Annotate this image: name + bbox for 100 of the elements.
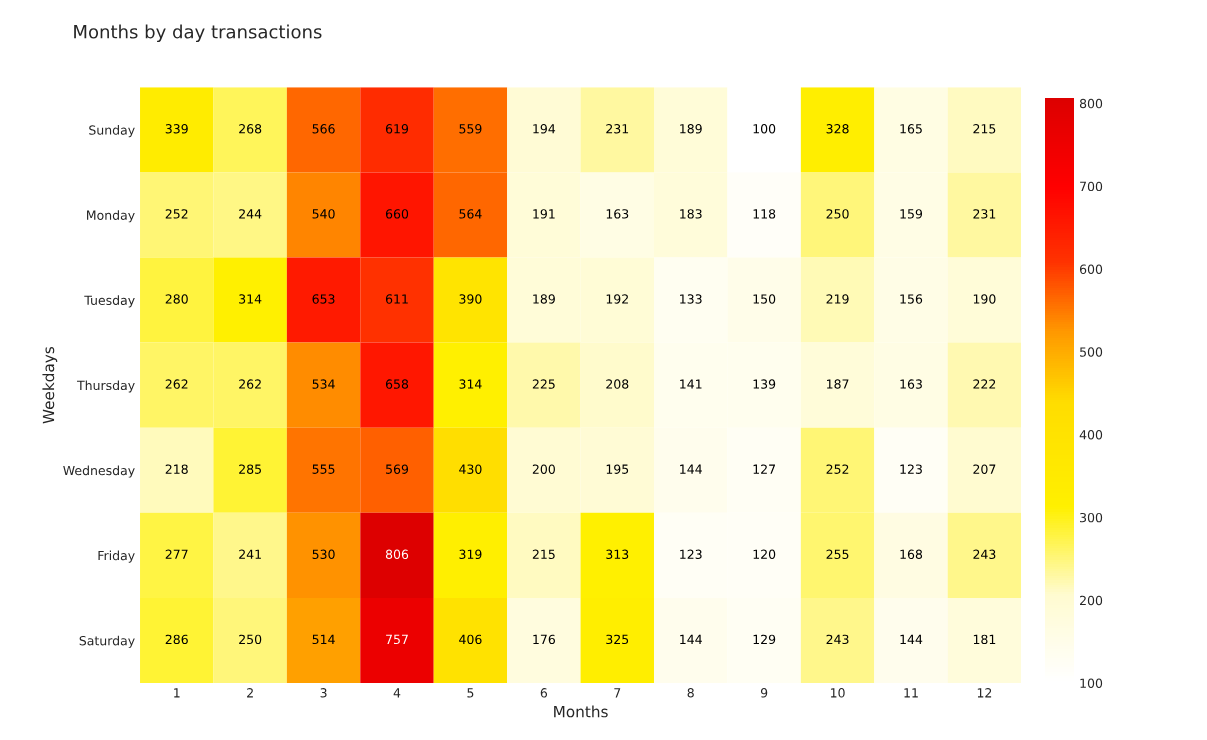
data-label: 144	[900, 634, 923, 644]
color-bar-label: 300	[1080, 512, 1103, 523]
data-label: 430	[459, 464, 482, 474]
data-label: 123	[900, 464, 922, 474]
data-label: 314	[459, 379, 482, 389]
data-label: 194	[533, 124, 556, 134]
data-label: 262	[239, 379, 261, 389]
data-label: 757	[386, 634, 408, 645]
data-label: 127	[753, 464, 775, 474]
data-label: 564	[459, 209, 482, 219]
data-label: 262	[165, 379, 188, 389]
y-tick-label: Sunday	[89, 125, 135, 138]
y-tick-label: Thursday	[76, 380, 135, 393]
data-label: 286	[165, 634, 188, 645]
data-label: 319	[459, 549, 482, 559]
color-bar-label: 400	[1079, 430, 1103, 440]
data-label: 163	[900, 379, 922, 389]
data-label: 183	[680, 209, 702, 219]
data-label: 231	[973, 209, 996, 219]
data-label: 190	[973, 294, 996, 304]
data-label: 619	[385, 124, 409, 134]
data-label: 129	[753, 634, 776, 645]
x-tick-label: 3	[320, 688, 327, 698]
x-tick-label: 7	[614, 688, 621, 698]
x-axis-title: Months	[554, 705, 608, 718]
data-label: 658	[385, 379, 409, 389]
data-label: 611	[385, 294, 408, 304]
chart-title: Months by day transactions	[74, 24, 322, 43]
data-label: 189	[680, 124, 702, 134]
data-label: 390	[459, 294, 482, 304]
data-label: 244	[239, 209, 262, 219]
data-label: 176	[533, 634, 555, 645]
x-tick-label: 6	[540, 688, 548, 698]
color-bar-label: 800	[1079, 98, 1103, 109]
x-tick-label: 11	[904, 688, 918, 698]
x-tick-label: 10	[830, 688, 845, 698]
data-label: 806	[385, 549, 409, 559]
data-label: 181	[973, 634, 996, 645]
y-tick-label: Saturday	[79, 635, 135, 648]
y-tick-label: Tuesday	[84, 295, 135, 308]
data-label: 141	[680, 379, 702, 389]
data-label: 207	[973, 464, 996, 474]
data-label: 325	[606, 634, 629, 645]
data-label: 252	[165, 209, 188, 219]
data-label: 156	[900, 294, 923, 304]
data-label: 118	[753, 209, 776, 219]
data-label: 218	[165, 464, 188, 474]
data-label: 165	[900, 124, 922, 134]
y-tick-label: Friday	[98, 550, 135, 563]
data-label: 530	[312, 549, 335, 559]
color-bar-label: 700	[1080, 181, 1103, 192]
data-label: 100	[753, 124, 776, 134]
data-label: 653	[312, 294, 335, 304]
data-label: 540	[312, 209, 335, 219]
data-label: 144	[680, 464, 702, 474]
data-label: 200	[532, 464, 555, 474]
data-label: 231	[606, 124, 629, 134]
data-label: 133	[680, 294, 702, 304]
data-label: 243	[973, 549, 996, 559]
data-label: 123	[680, 549, 702, 559]
data-label: 225	[532, 379, 555, 389]
color-bar-label: 600	[1079, 264, 1103, 274]
data-label: 250	[826, 209, 849, 219]
data-label: 195	[606, 464, 629, 474]
x-tick-label: 5	[467, 688, 474, 698]
data-label: 252	[826, 464, 849, 474]
data-label: 660	[385, 209, 409, 219]
data-label: 534	[312, 379, 335, 389]
data-label: 243	[826, 634, 849, 645]
data-label: 219	[826, 294, 849, 304]
data-label: 139	[753, 379, 776, 389]
data-label: 215	[532, 549, 555, 559]
data-label: 569	[386, 464, 409, 474]
data-label: 168	[900, 549, 923, 559]
y-axis-title: Weekdays	[42, 346, 58, 424]
x-tick-label: 1	[174, 688, 180, 698]
data-label: 208	[606, 379, 629, 389]
data-label: 215	[973, 124, 996, 134]
x-tick-label: 12	[977, 688, 992, 698]
data-label: 241	[239, 549, 261, 559]
color-bar-label: 100	[1080, 678, 1103, 688]
data-label: 277	[165, 549, 188, 559]
data-label: 159	[900, 209, 923, 219]
data-label: 187	[827, 379, 849, 389]
data-label: 222	[973, 379, 996, 389]
data-label: 191	[533, 209, 555, 219]
data-label: 559	[459, 124, 482, 134]
data-label: 268	[239, 124, 262, 134]
data-label: 285	[239, 464, 261, 474]
x-tick-label: 2	[247, 688, 253, 698]
data-label: 555	[312, 464, 335, 474]
data-label: 566	[312, 124, 335, 134]
color-bar-label: 500	[1080, 347, 1103, 357]
data-label: 250	[239, 634, 262, 645]
x-tick-label: 9	[760, 688, 768, 698]
y-tick-label: Wednesday	[63, 465, 135, 478]
data-label: 313	[606, 549, 629, 559]
data-label: 514	[312, 634, 335, 645]
data-label: 189	[533, 294, 555, 304]
data-label: 255	[826, 549, 849, 559]
